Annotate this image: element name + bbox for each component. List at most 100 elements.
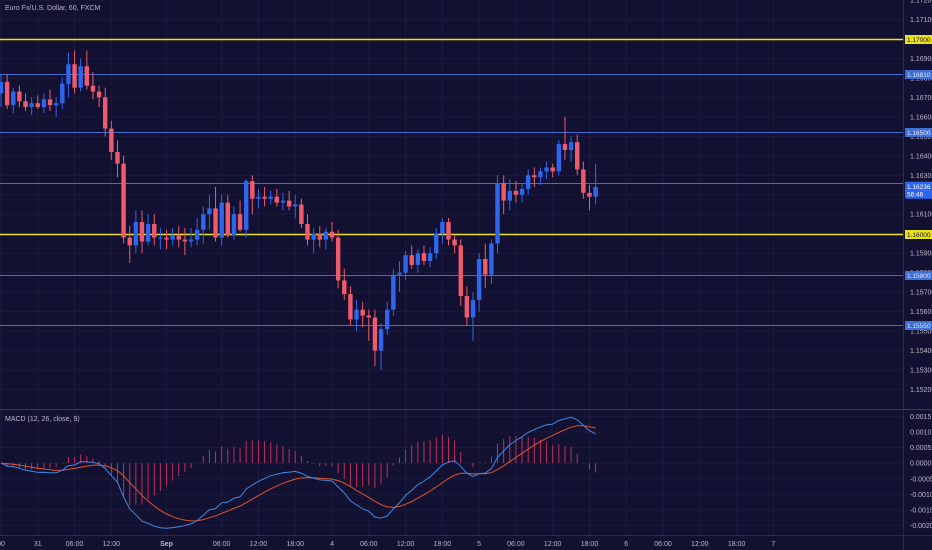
time-tick-label: 06:00 (654, 541, 672, 548)
candle-body (593, 186, 598, 197)
candle-body (311, 233, 316, 240)
time-tick-label: 00 (0, 541, 5, 548)
candle-body (213, 208, 218, 238)
bullish-candle (293, 194, 298, 219)
macd-axis[interactable]: 0.0015 0.0010 0.0005 0.0000 -0.0005 -0.0010 -0… (910, 414, 932, 530)
bearish-candle (421, 245, 427, 265)
time-tick-label: 06:00 (360, 541, 378, 548)
bullish-candle (544, 161, 549, 180)
level-label-text: 1.16810 (907, 72, 931, 79)
candle-body (35, 103, 40, 108)
bullish-candle (207, 194, 212, 230)
candle-body (391, 274, 396, 310)
candle-body (268, 196, 273, 199)
macd-tick-label: 0.0015 (910, 414, 932, 421)
bullish-candle (378, 323, 384, 371)
bearish-candle (237, 200, 243, 232)
candle-body (90, 85, 96, 92)
candle-body (158, 237, 163, 239)
candlesticks (0, 50, 598, 371)
price-tick-label: 1.15900 (910, 251, 932, 258)
time-tick-label: 6 (624, 541, 628, 548)
time-tick-label: 12:00 (250, 541, 268, 548)
bullish-candle (29, 97, 34, 115)
horizontal-gridlines (0, 0, 903, 527)
bullish-candle (53, 97, 59, 117)
bearish-candle (581, 161, 586, 199)
price-level-labels: 1.17000 1.16810 1.16500 1.16000 1.15800 1.155… (905, 35, 932, 330)
bearish-candle (121, 155, 126, 244)
bearish-candle (501, 175, 506, 215)
candle-body (470, 299, 476, 318)
bearish-candle (335, 229, 341, 289)
time-axis[interactable]: 00 31 06:00 12:00 Sep 06:00 12:00 18:00 4 06:00 12… (0, 541, 775, 548)
time-tick-label: 4 (330, 541, 334, 548)
bearish-candle (250, 175, 255, 215)
price-tick-label: 1.16600 (910, 114, 932, 121)
bearish-candle (96, 85, 102, 108)
bullish-candle (145, 214, 151, 246)
bullish-candle (78, 58, 83, 92)
price-tick-label: 1.15700 (910, 290, 932, 297)
bearish-candle (127, 225, 132, 263)
last-price-box (905, 181, 932, 199)
bullish-candle (268, 190, 273, 205)
bullish-candle (397, 260, 402, 293)
bearish-candle (274, 188, 280, 207)
bullish-candle (354, 299, 359, 332)
time-tick-label: 7 (771, 541, 775, 548)
candle-body (286, 200, 292, 207)
macd-tick-label: -0.0005 (910, 476, 932, 483)
candle-body (299, 204, 304, 224)
price-tick-label: 1.16400 (910, 153, 932, 160)
bearish-candle (225, 194, 231, 238)
bullish-candle (556, 140, 562, 176)
bearish-candle (513, 181, 519, 203)
time-tick-label: 12:00 (397, 541, 415, 548)
bullish-candle (60, 77, 65, 110)
candle-body (23, 101, 28, 108)
bearish-candle (47, 89, 53, 112)
bearish-candle (409, 245, 414, 269)
candle-body (464, 296, 470, 318)
candle-body (507, 190, 512, 201)
bullish-candle (323, 227, 329, 250)
time-tick-label: 18:00 (286, 541, 304, 548)
price-tick-label: 1.16700 (910, 95, 932, 102)
candle-body (4, 81, 10, 106)
candle-body (29, 103, 34, 108)
candle-body (280, 200, 286, 203)
bearish-candle (213, 186, 218, 242)
bearish-candle (115, 140, 120, 178)
candle-body (145, 223, 151, 242)
bearish-candle (360, 301, 365, 328)
candle-body (72, 64, 77, 88)
bearish-candle (550, 163, 555, 178)
bearish-candle (84, 50, 90, 90)
candle-body (66, 64, 71, 84)
candle-body (0, 81, 4, 94)
candle-body (372, 317, 378, 351)
time-tick-label: 18:00 (581, 541, 599, 548)
bearish-candle (103, 87, 108, 137)
bearish-candle (483, 243, 488, 289)
candle-body (274, 196, 280, 203)
time-tick-label: 06:00 (66, 541, 84, 548)
candle-body (342, 280, 347, 295)
candle-body (152, 223, 157, 238)
candle-body (139, 222, 145, 242)
bullish-candle (0, 74, 4, 108)
candle-body (133, 222, 139, 246)
bullish-candle (470, 292, 476, 341)
bullish-candle (201, 206, 206, 244)
candle-body (176, 235, 181, 240)
candle-body (225, 202, 231, 236)
candle-body (194, 229, 200, 240)
candle-body (41, 99, 47, 108)
bearish-candle (587, 185, 592, 211)
level-label-text: 1.15800 (907, 273, 931, 280)
level-label-box (905, 70, 932, 79)
bullish-candle (434, 227, 439, 260)
